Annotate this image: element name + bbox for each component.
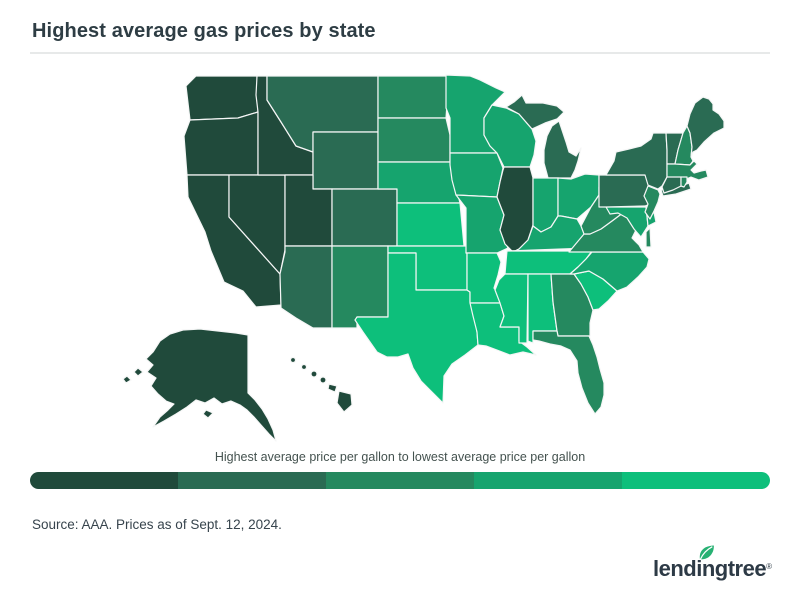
- state-nj: [643, 185, 661, 220]
- state-az: [279, 245, 333, 329]
- title-divider: [30, 52, 770, 54]
- state-ms: [494, 273, 529, 344]
- state-hi: [319, 376, 327, 384]
- legend-segment-1: [30, 472, 178, 489]
- state-wy: [312, 131, 379, 190]
- state-mi: [505, 94, 565, 130]
- logo-text: lendingtree: [653, 556, 767, 581]
- leaf-shape: [699, 545, 714, 560]
- state-ks: [396, 202, 465, 247]
- legend-segment-5: [622, 472, 770, 489]
- state-or: [183, 111, 259, 176]
- state-me: [686, 96, 725, 158]
- state-ri: [680, 176, 688, 188]
- state-ak: [145, 328, 277, 442]
- state-hi: [310, 370, 318, 378]
- state-co: [331, 188, 398, 247]
- page-title: Highest average gas prices by state: [32, 20, 376, 42]
- leaf-icon: [699, 545, 714, 560]
- state-fl: [532, 330, 605, 415]
- state-sd: [377, 117, 451, 163]
- legend-segment-2: [178, 472, 326, 489]
- state-hi: [289, 356, 297, 364]
- state-mi: [543, 120, 582, 179]
- state-ak: [122, 375, 132, 384]
- state-nc: [569, 251, 650, 292]
- state-ia: [449, 152, 504, 198]
- registered-mark: ®: [766, 562, 772, 571]
- legend-label: Highest average price per gallon to lowe…: [214, 450, 586, 464]
- state-hi: [336, 390, 353, 413]
- state-nd: [377, 75, 450, 119]
- source-text: Source: AAA. Prices as of Sept. 12, 2024…: [32, 517, 282, 532]
- state-va: [645, 227, 652, 248]
- lendingtree-logo: lendingtree®: [653, 545, 772, 582]
- state-ak: [133, 367, 144, 377]
- state-nm: [331, 245, 389, 329]
- state-ar: [465, 252, 502, 304]
- state-ak: [202, 409, 214, 419]
- legend-bar: [30, 472, 770, 489]
- state-hi: [300, 363, 308, 371]
- state-wa: [185, 75, 259, 121]
- legend-segment-3: [326, 472, 474, 489]
- legend-segment-4: [474, 472, 622, 489]
- state-hi: [327, 383, 338, 393]
